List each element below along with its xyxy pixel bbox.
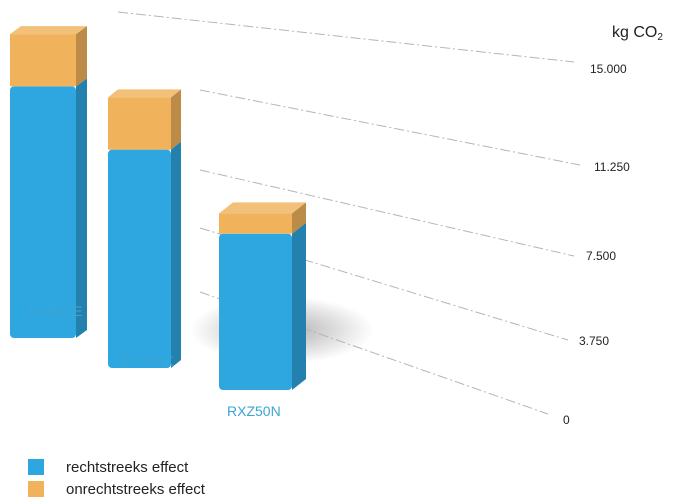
unit-label: kg CO2 [612,24,663,43]
bar-side-onrechtstreeks [292,202,306,234]
bar-side-rechtstreeks [76,78,87,338]
y-tick-label: 15.000 [590,62,627,76]
legend-item-onrechtstreeks: onrechtstreeks effect [28,478,205,500]
category-label: RXS50K [120,353,174,369]
bar-top-face [108,89,181,98]
bar-rxz50n [219,202,306,390]
bar-side-onrechtstreeks [76,26,87,87]
category-label: RXR50E [28,303,82,319]
gridline [199,169,575,257]
legend-swatch-onrechtstreeks [28,481,44,497]
bar-side-rechtstreeks [171,141,181,368]
legend-item-rechtstreeks: rechtstreeks effect [28,456,205,478]
legend-label: rechtstreeks effect [66,458,189,476]
bar-segment-rechtstreeks [10,86,76,338]
y-tick-label: 3.750 [579,334,609,348]
category-label: RXZ50N [227,403,281,419]
bar-segment-onrechtstreeks [219,213,292,234]
legend: rechtstreeks effect onrechtstreeks effec… [28,456,205,500]
bar-rxs50k [108,89,181,368]
y-tick-label: 11.250 [594,160,630,174]
legend-label: onrechtstreeks effect [66,480,205,498]
bar-segment-onrechtstreeks [108,97,171,150]
bar-side-rechtstreeks [292,222,306,390]
bar-top-face [10,26,87,35]
legend-swatch-rechtstreeks [28,459,44,475]
gridline [199,89,581,166]
bar-top-face [219,202,306,214]
y-tick-label: 7.500 [586,249,616,263]
gridline [117,11,575,63]
bar-side-onrechtstreeks [171,89,181,150]
bar-segment-rechtstreeks [219,233,292,390]
y-tick-label: 0 [563,413,570,427]
bar-rxr50e [10,26,87,338]
gridline [199,227,569,341]
bar-segment-rechtstreeks [108,149,171,368]
bar-segment-onrechtstreeks [10,34,76,87]
